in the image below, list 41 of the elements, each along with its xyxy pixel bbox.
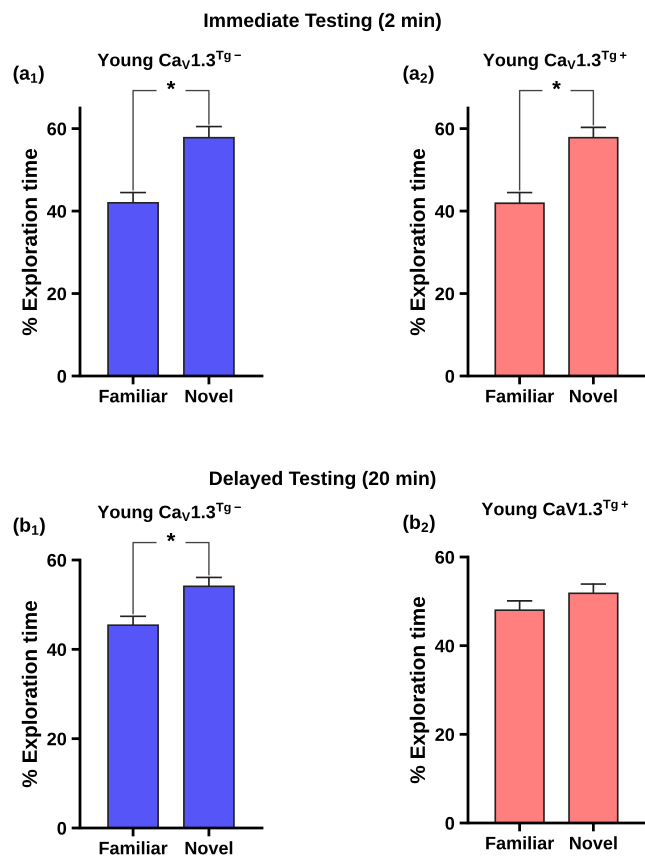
x-tick-label: Familiar [100, 389, 168, 402]
y-axis-title: % Exploration time [22, 600, 42, 788]
x-tick-label: Familiar [100, 841, 168, 854]
chart-title: Young CaV1.3$^{Tg+}$ [482, 500, 628, 520]
y-axis-title: % Exploration time [22, 148, 42, 336]
y-tick-label: 0 [445, 370, 454, 383]
chart-title: Young Ca$_{V}$1.3$^{Tg−}$ [98, 502, 241, 522]
y-tick-label: 20 [435, 287, 454, 300]
y-tick-label: 40 [47, 205, 66, 218]
y-tick-label: 20 [435, 728, 454, 742]
x-tick-label: Novel [186, 389, 232, 402]
x-tick-label: Novel [570, 389, 617, 402]
y-tick-label: 60 [435, 550, 454, 564]
text: Delayed Testing (20 min) [210, 470, 436, 490]
y-tick-label: 60 [435, 122, 454, 136]
x-tick-label: Novel [186, 841, 232, 854]
y-axis-title: % Exploration time [410, 596, 430, 784]
y-tick-label: 0 [57, 822, 66, 835]
y-tick-label: 60 [47, 554, 66, 567]
y-tick-label: 0 [445, 816, 454, 830]
text: (a$_{1}$) [14, 66, 44, 84]
chart-title: Young Ca$_{V}$1.3$^{Tg+}$ [483, 50, 626, 70]
chart-title: Young Ca$_{V}$1.3$^{Tg−}$ [98, 50, 241, 70]
y-tick-label: 20 [47, 732, 66, 746]
y-tick-label: 0 [57, 370, 66, 383]
text: Immediate Testing (2 min) [204, 12, 441, 32]
x-tick-label: Familiar [486, 389, 554, 402]
text: * [166, 81, 176, 90]
x-tick-label: Familiar [486, 836, 554, 850]
text: * [552, 81, 561, 90]
text: (a$_{2}$) [403, 66, 434, 84]
x-tick-label: Novel [570, 836, 617, 850]
y-tick-label: 40 [47, 643, 66, 656]
text: * [166, 533, 176, 542]
y-tick-label: 20 [47, 287, 66, 300]
y-axis-title: % Exploration time [410, 148, 430, 336]
text: (b$_{2}$) [403, 514, 435, 533]
y-tick-label: 40 [435, 205, 454, 218]
text: (b$_{1}$) [14, 518, 45, 536]
y-tick-label: 60 [47, 122, 66, 136]
y-tick-label: 40 [435, 640, 454, 652]
